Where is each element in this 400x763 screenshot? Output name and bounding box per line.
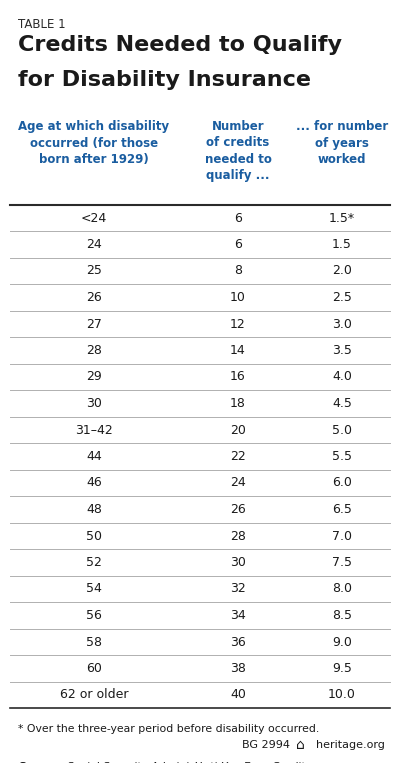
Text: 5.5: 5.5 (332, 450, 352, 463)
Text: 16: 16 (230, 371, 246, 384)
Text: heritage.org: heritage.org (316, 740, 385, 750)
Text: 3.5: 3.5 (332, 344, 352, 357)
Text: 24: 24 (230, 477, 246, 490)
Text: 54: 54 (86, 582, 102, 595)
Text: 10: 10 (230, 291, 246, 304)
Text: 52: 52 (86, 556, 102, 569)
Text: 58: 58 (86, 636, 102, 649)
Text: 32: 32 (230, 582, 246, 595)
Text: 28: 28 (230, 530, 246, 542)
Text: 24: 24 (86, 238, 102, 251)
Text: 40: 40 (230, 688, 246, 701)
Text: 26: 26 (86, 291, 102, 304)
Text: 46: 46 (86, 477, 102, 490)
Text: 3.0: 3.0 (332, 317, 352, 330)
Text: 62 or older: 62 or older (60, 688, 128, 701)
Text: Age at which disability
occurred (for those
born after 1929): Age at which disability occurred (for th… (18, 120, 170, 166)
Text: 2.5: 2.5 (332, 291, 352, 304)
Text: 36: 36 (230, 636, 246, 649)
Text: 1.5*: 1.5* (329, 211, 355, 224)
Text: 28: 28 (86, 344, 102, 357)
Text: 12: 12 (230, 317, 246, 330)
Text: 2.0: 2.0 (332, 265, 352, 278)
Text: 30: 30 (230, 556, 246, 569)
Text: 6: 6 (234, 238, 242, 251)
Text: Credits Needed to Qualify: Credits Needed to Qualify (18, 35, 342, 55)
Text: 8.0: 8.0 (332, 582, 352, 595)
Text: 29: 29 (86, 371, 102, 384)
Text: 50: 50 (86, 530, 102, 542)
Text: TABLE 1: TABLE 1 (18, 18, 66, 31)
Text: 9.5: 9.5 (332, 662, 352, 675)
Text: 1.5: 1.5 (332, 238, 352, 251)
Text: 6: 6 (234, 211, 242, 224)
Text: 6.5: 6.5 (332, 503, 352, 516)
Text: 8: 8 (234, 265, 242, 278)
Text: 7.5: 7.5 (332, 556, 352, 569)
Text: 7.0: 7.0 (332, 530, 352, 542)
Text: BG 2994: BG 2994 (242, 740, 290, 750)
Text: 6.0: 6.0 (332, 477, 352, 490)
Text: 4.0: 4.0 (332, 371, 352, 384)
Text: * Over the three-year period before disability occurred.: * Over the three-year period before disa… (18, 724, 319, 734)
Text: 34: 34 (230, 609, 246, 622)
Text: 44: 44 (86, 450, 102, 463)
Text: 14: 14 (230, 344, 246, 357)
Text: 9.0: 9.0 (332, 636, 352, 649)
Text: 48: 48 (86, 503, 102, 516)
Text: 60: 60 (86, 662, 102, 675)
Text: 31–42: 31–42 (75, 423, 113, 436)
Text: ... for number
of years
worked: ... for number of years worked (296, 120, 388, 166)
Text: 38: 38 (230, 662, 246, 675)
Text: 20: 20 (230, 423, 246, 436)
Text: Number
of credits
needed to
qualify ...: Number of credits needed to qualify ... (204, 120, 272, 182)
Text: 5.0: 5.0 (332, 423, 352, 436)
Text: 4.5: 4.5 (332, 397, 352, 410)
Text: <24: <24 (81, 211, 107, 224)
Text: ⌂: ⌂ (296, 738, 305, 752)
Text: 56: 56 (86, 609, 102, 622)
Text: for Disability Insurance: for Disability Insurance (18, 70, 311, 90)
Text: 26: 26 (230, 503, 246, 516)
Text: 22: 22 (230, 450, 246, 463)
Text: 27: 27 (86, 317, 102, 330)
Text: 8.5: 8.5 (332, 609, 352, 622)
Text: 30: 30 (86, 397, 102, 410)
Text: 25: 25 (86, 265, 102, 278)
Text: 10.0: 10.0 (328, 688, 356, 701)
Text: 18: 18 (230, 397, 246, 410)
